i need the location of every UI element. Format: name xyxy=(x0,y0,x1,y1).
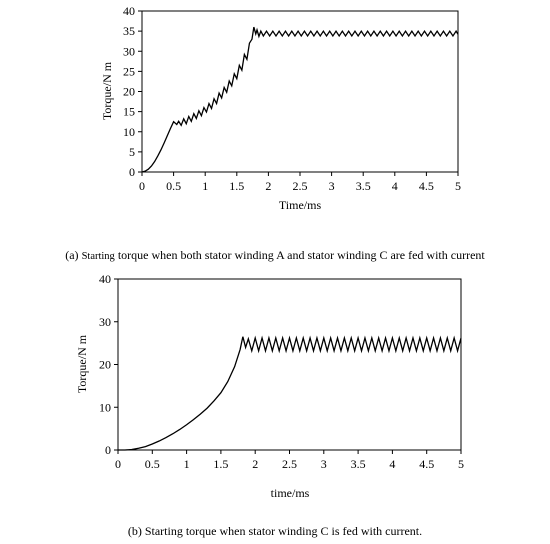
caption-b-text: Starting torque when stator winding C is… xyxy=(145,524,422,538)
x-tick-label: 0.5 xyxy=(145,457,160,471)
chart-b-y-axis-label: Torque/N m xyxy=(75,334,89,393)
chart-b-y-ticks: 0 10 20 30 40 xyxy=(99,272,118,457)
y-tick-label: 0 xyxy=(129,165,135,179)
y-tick-label: 30 xyxy=(99,315,111,329)
caption-a-text: torque when both stator winding A and st… xyxy=(118,248,486,262)
x-tick-label: 1 xyxy=(202,179,208,193)
chart-b-series-line xyxy=(118,335,462,451)
chart-a-y-axis-label: Torque/N m xyxy=(100,61,114,120)
caption-a: (a) Starting torque when both stator windi… xyxy=(65,248,485,262)
x-tick-label: 2.5 xyxy=(282,457,297,471)
x-tick-label: 0 xyxy=(139,179,145,193)
x-tick-label: 5 xyxy=(455,179,461,193)
x-tick-label: 3 xyxy=(329,179,335,193)
x-tick-label: 5 xyxy=(458,457,464,471)
y-tick-label: 35 xyxy=(123,24,135,38)
chart-b-x-ticks: 0 0.5 1 1.5 2 2.5 3 3.5 4 4.5 5 xyxy=(115,450,464,471)
y-tick-label: 40 xyxy=(99,272,111,286)
chart-a-series-line xyxy=(141,26,459,173)
y-tick-label: 5 xyxy=(129,145,135,159)
x-tick-label: 2.5 xyxy=(293,179,308,193)
chart-a-x-axis-label: Time/ms xyxy=(279,198,322,212)
x-tick-label: 3 xyxy=(321,457,327,471)
y-tick-label: 0 xyxy=(105,443,111,457)
y-tick-label: 25 xyxy=(123,64,135,78)
x-tick-label: 4 xyxy=(392,179,398,193)
chart-a-y-ticks: 0 5 10 15 20 25 30 35 40 xyxy=(123,4,142,179)
x-tick-label: 4 xyxy=(389,457,395,471)
x-tick-label: 1.5 xyxy=(213,457,228,471)
x-tick-label: 0 xyxy=(115,457,121,471)
x-tick-label: 1.5 xyxy=(229,179,244,193)
y-tick-label: 10 xyxy=(99,400,111,414)
x-tick-label: 2 xyxy=(252,457,258,471)
x-tick-label: 0.5 xyxy=(166,179,181,193)
caption-a-tag: (a) xyxy=(65,248,78,262)
caption-b-tag: (b) xyxy=(128,524,142,538)
y-tick-label: 40 xyxy=(123,4,135,18)
y-tick-label: 15 xyxy=(123,105,135,119)
chart-a: 0 5 10 15 20 25 30 35 40 0 0.5 1 1.5 2 2.5 3 3.5 4 4.5 5 T… xyxy=(100,4,461,212)
chart-a-x-ticks: 0 0.5 1 1.5 2 2.5 3 3.5 4 4.5 5 xyxy=(139,172,461,193)
x-tick-label: 4.5 xyxy=(419,179,434,193)
x-tick-label: 2 xyxy=(265,179,271,193)
x-tick-label: 3.5 xyxy=(351,457,366,471)
x-tick-label: 1 xyxy=(184,457,190,471)
x-tick-label: 4.5 xyxy=(419,457,434,471)
y-tick-label: 10 xyxy=(123,125,135,139)
y-tick-label: 20 xyxy=(123,85,135,99)
x-tick-label: 3.5 xyxy=(356,179,371,193)
caption-b: (b) Starting torque when stator winding C… xyxy=(128,524,422,538)
y-tick-label: 30 xyxy=(123,44,135,58)
chart-b-x-axis-label: time/ms xyxy=(271,486,310,500)
chart-b-plot-frame xyxy=(117,278,462,451)
caption-a-prefix: Starting xyxy=(82,251,116,262)
y-tick-label: 20 xyxy=(99,358,111,372)
